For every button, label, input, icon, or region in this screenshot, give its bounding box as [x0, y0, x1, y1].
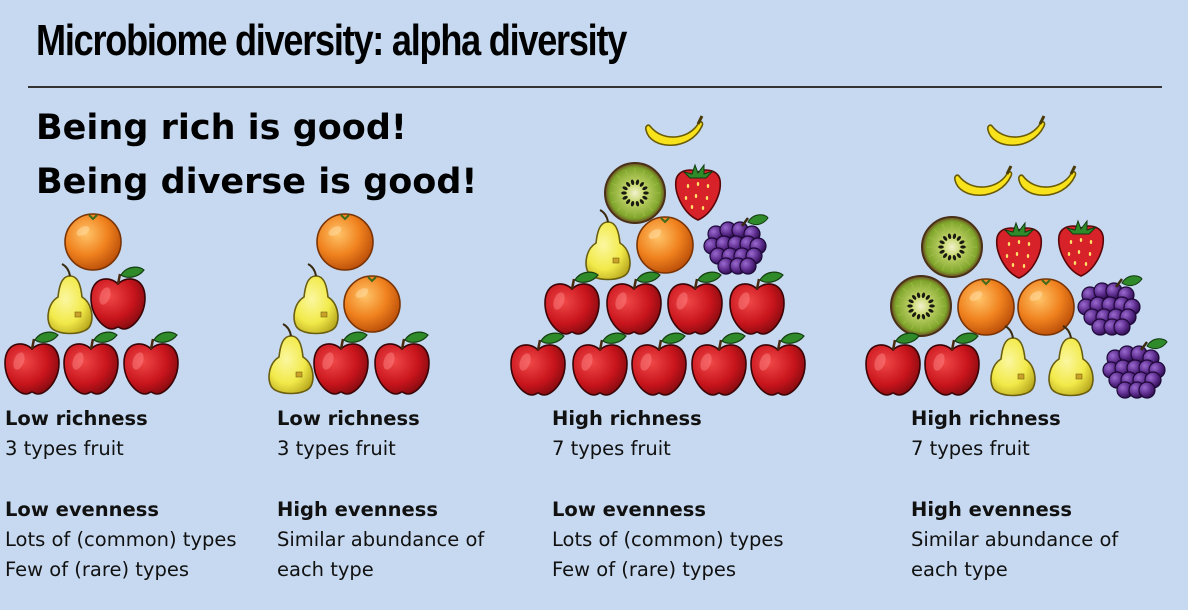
headline-diverse: Being diverse is good!	[36, 162, 478, 202]
apple-icon	[750, 332, 806, 396]
apple-icon	[667, 271, 723, 335]
pear-icon	[47, 263, 93, 335]
apple-icon	[90, 266, 146, 330]
apple-icon	[4, 331, 60, 395]
panel-3-caption: High richness 7 types fruit Low evenness…	[552, 404, 784, 585]
orange-icon	[957, 278, 1015, 336]
apple-icon	[313, 331, 369, 395]
apple-icon	[374, 331, 430, 395]
panel-2-richness-detail: 3 types fruit	[277, 437, 396, 460]
kiwi-icon	[921, 216, 983, 278]
panel-3-richness-detail: 7 types fruit	[552, 437, 671, 460]
panel-2-richness-label: Low richness	[277, 407, 420, 430]
panel-1-richness-detail: 3 types fruit	[5, 437, 124, 460]
panel-4-caption: High richness 7 types fruit High evennes…	[911, 404, 1118, 585]
headline-rich: Being rich is good!	[36, 108, 407, 148]
strawberry-icon	[1057, 219, 1105, 277]
orange-icon	[636, 216, 694, 274]
orange-icon	[316, 213, 374, 271]
orange-icon	[64, 213, 122, 271]
apple-icon	[691, 332, 747, 396]
panel-1-richness-label: Low richness	[5, 407, 148, 430]
apple-icon	[729, 271, 785, 335]
panel-4-evenness-detail-1: Similar abundance of	[911, 528, 1119, 551]
panel-4-richness-detail: 7 types fruit	[911, 437, 1030, 460]
orange-icon	[1017, 278, 1075, 336]
banana-icon	[987, 115, 1046, 147]
apple-icon	[865, 332, 921, 396]
kiwi-icon	[604, 162, 666, 224]
apple-icon	[510, 332, 566, 396]
panel-4-evenness-label: High evenness	[911, 498, 1072, 521]
apple-icon	[544, 271, 600, 335]
grapes-icon	[1077, 275, 1143, 336]
pear-icon	[268, 323, 314, 395]
panel-1-evenness-detail-2: Few of (rare) types	[5, 558, 189, 581]
kiwi-icon	[890, 275, 952, 337]
banana-icon	[954, 165, 1013, 197]
panel-2-evenness-detail-1: Similar abundance of	[277, 528, 485, 551]
apple-icon	[123, 331, 179, 395]
panel-1-evenness-detail-1: Lots of (common) types	[5, 528, 237, 551]
panel-3-richness-label: High richness	[552, 407, 702, 430]
apple-icon	[631, 332, 687, 396]
panel-4-evenness-detail-2: each type	[911, 558, 1008, 581]
pear-icon	[990, 325, 1036, 397]
apple-icon	[924, 332, 980, 396]
panel-4-richness-label: High richness	[911, 407, 1061, 430]
strawberry-icon	[674, 163, 722, 221]
pear-icon	[1048, 325, 1094, 397]
pear-icon	[585, 209, 631, 281]
panel-2-evenness-detail-2: each type	[277, 558, 374, 581]
banana-icon	[1018, 165, 1077, 197]
panel-2-evenness-label: High evenness	[277, 498, 438, 521]
slide-title: Microbiome diversity: alpha diversity	[36, 16, 627, 65]
apple-icon	[606, 271, 662, 335]
panel-3-evenness-label: Low evenness	[552, 498, 706, 521]
panel-3-evenness-detail-1: Lots of (common) types	[552, 528, 784, 551]
panel-3-evenness-detail-2: Few of (rare) types	[552, 558, 736, 581]
apple-icon	[572, 332, 628, 396]
grapes-icon	[703, 214, 769, 275]
banana-icon	[645, 115, 704, 147]
title-divider	[28, 86, 1162, 88]
grapes-icon	[1102, 338, 1168, 399]
panel-2-caption: Low richness 3 types fruit High evenness…	[277, 404, 484, 585]
apple-icon	[63, 331, 119, 395]
pear-icon	[293, 263, 339, 335]
orange-icon	[343, 275, 401, 333]
panel-1-caption: Low richness 3 types fruit Low evenness …	[5, 404, 237, 585]
strawberry-icon	[995, 221, 1043, 279]
panel-1-evenness-label: Low evenness	[5, 498, 159, 521]
